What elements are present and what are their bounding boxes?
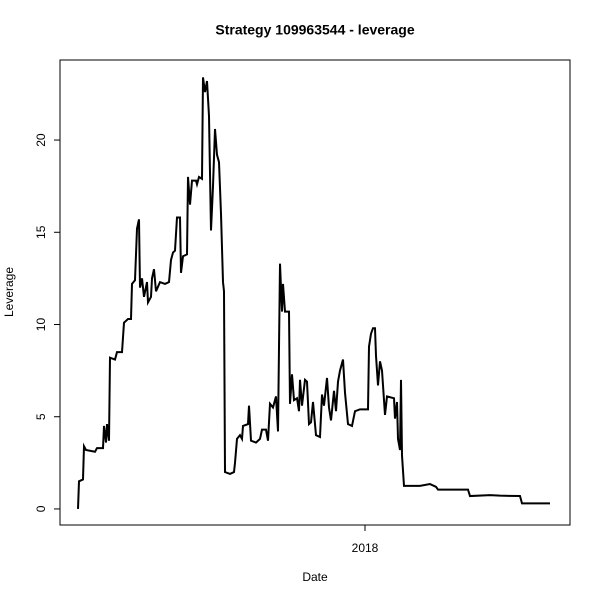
data-line xyxy=(77,77,550,509)
y-tick-label: 5 xyxy=(34,413,48,420)
y-tick-label: 20 xyxy=(34,133,48,147)
y-axis-label: Leverage xyxy=(2,267,16,317)
plot-frame xyxy=(59,59,571,526)
x-axis-label: Date xyxy=(302,570,328,584)
chart-title: Strategy 109963544 - leverage xyxy=(215,22,414,38)
y-tick-label: 0 xyxy=(34,505,48,512)
x-tick-label: 2018 xyxy=(352,541,379,555)
y-tick-label: 10 xyxy=(34,318,48,332)
y-tick-label: 15 xyxy=(34,225,48,239)
